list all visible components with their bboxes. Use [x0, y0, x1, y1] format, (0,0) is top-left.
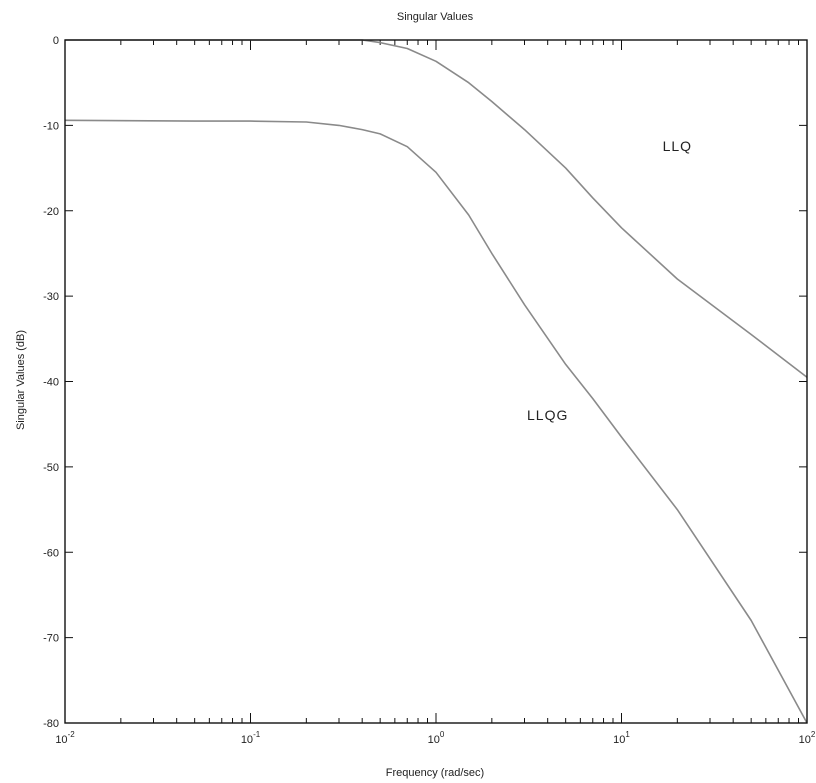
annotation-llqg: LLQG	[527, 407, 568, 423]
y-tick-label: -70	[43, 633, 59, 645]
y-axis-label: Singular Values (dB)	[15, 330, 27, 430]
y-tick-label: -30	[43, 291, 59, 303]
y-tick-label: -10	[43, 120, 59, 132]
y-tick-label: -50	[43, 462, 59, 474]
plot-area: 10-2 10-1 100 101 102 0 -10 -20 -30 -40 -50 -60 -70 -…	[43, 35, 816, 746]
x-tick-label: 10-2	[55, 730, 75, 746]
series-line-llqg	[64, 119, 808, 724]
plot-frame	[64, 39, 808, 724]
chart-title: Singular Values	[397, 11, 474, 23]
x-tick-label: 10-1	[241, 730, 261, 746]
y-tick-label: -60	[43, 547, 59, 559]
x-tick-label: 102	[799, 730, 816, 746]
x-tick-label: 100	[428, 730, 445, 746]
y-tick-label: -80	[43, 718, 59, 730]
x-tick-label: 101	[613, 730, 630, 746]
y-tick-label: 0	[53, 35, 59, 47]
x-axis-label: Frequency (rad/sec)	[386, 767, 484, 779]
annotation-llq: LLQ	[663, 138, 692, 154]
series-line-llq	[65, 39, 808, 378]
y-tick-label: -40	[43, 377, 59, 389]
y-tick-label: -20	[43, 206, 59, 218]
